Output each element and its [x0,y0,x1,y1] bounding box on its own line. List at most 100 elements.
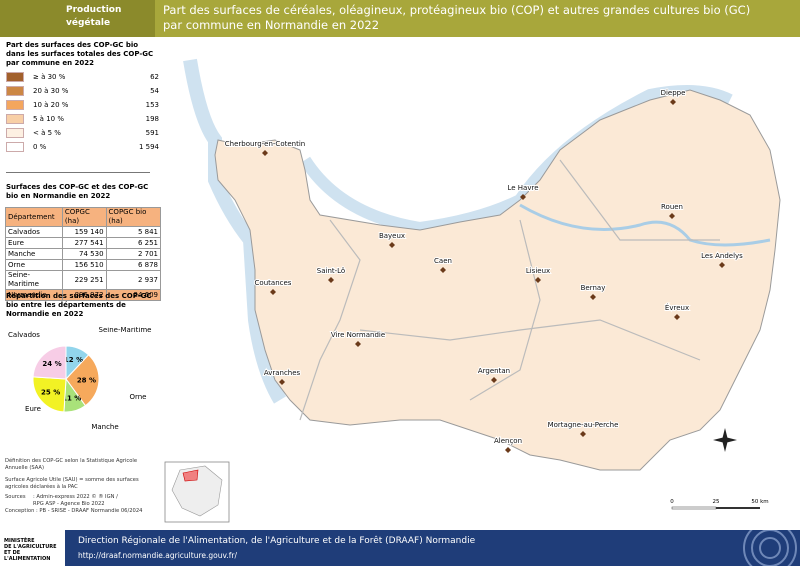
city-marker [520,194,526,200]
pie-chart: 12 % Seine-Maritime 28 % Orne 11 % Manche 25 %… [8,327,152,431]
pie-slice [32,345,67,380]
pie-slice [32,376,67,413]
table-cell: 5 841 [105,226,162,238]
city-label: Vire Normandie [331,331,385,339]
city-marker [389,242,395,248]
footer: Direction Régionale de l'Alimentation, d… [65,530,800,566]
department-border [299,159,720,421]
city-label: Les Andelys [701,252,743,260]
category-label: Calvados [8,331,40,339]
table-cell: Manche [5,248,63,260]
category-label: Seine-Maritime [99,327,152,334]
city-label: Alençon [494,437,522,445]
table-cell: Calvados [5,226,63,238]
city-marker [328,277,334,283]
legend-count: 198 [145,115,159,123]
table-row: Calvados 159 140 5 841 [5,226,162,238]
pie-slice [65,354,100,407]
legend-label: < à 5 % [33,129,61,137]
region [214,89,781,471]
legend-count: 1 594 [138,143,159,151]
legend-label: 20 à 30 % [33,87,69,95]
legend-item: ≥ à 30 % 62 [6,70,160,84]
legend-count: 153 [145,101,159,109]
legend-label: ≥ à 30 % [33,73,66,81]
title-line: Part des surfaces de céréales, oléagineu… [163,3,751,17]
column-header: COPGC bio (ha) [105,207,162,227]
legend-label: 10 à 20 % [33,101,69,109]
slice-label: 28 % [77,376,96,384]
city-marker [590,294,596,300]
table-row: Normandie 896 972 24 609 [5,289,162,301]
slice-label: 25 % [41,389,60,397]
legend-swatch [6,100,24,110]
table-cell: Orne [5,259,63,271]
city-marker [719,262,725,268]
legend-item: 0 % 1 594 [6,140,160,154]
city-label: Mortagne-au-Perche [548,421,619,429]
scale-label: 25 [713,499,720,505]
city-marker [505,447,511,453]
notes: Définition des COP-GC selon la Statistiq… [5,458,155,515]
logo-line: DE L'AGRICULTURE [4,544,57,550]
sources-lines: : Admin-express 2022 © ® IGN / RPG ASP - … [33,494,118,508]
legend: ≥ à 30 % 62 20 à 30 % 54 10 à 20 % 153 5 à 10 … [6,70,160,154]
scale-label: 50 km [751,499,768,505]
category-label: Eure [25,405,41,413]
slice-label: 24 % [42,360,61,368]
source-line: RPG ASP - Agence Bio 2022 [33,501,105,507]
table-cell: 2 701 [105,248,162,260]
legend-label: 0 % [33,143,47,151]
table: Département COPGC (ha) COPGC bio (ha) Calva… [5,207,162,301]
scale-label: 0 [670,499,674,505]
table-cell: 2 937 [105,270,162,290]
city-marker [262,150,268,156]
city-label: Bayeux [379,232,405,240]
category-label: Manche [91,423,118,431]
note: Surface Agricole Utile (SAU) = somme des… [5,477,139,490]
city-marker [669,213,675,219]
logo: MINISTÈRE DE L'AGRICULTURE ET DE L'ALIME… [0,530,65,566]
table-cell: 6 251 [105,237,162,249]
table-title: Surfaces des COP-GC et des COP-GC bio en… [6,183,149,200]
table-row: Manche 74 530 2 701 [5,248,162,260]
city-marker [279,379,285,385]
logo-line: ET DE L'ALIMENTATION [4,550,51,562]
table-row: Seine-Maritime 229 251 2 937 [5,270,162,290]
table-cell: 24 609 [105,289,162,301]
table-cell: 229 251 [61,270,107,290]
sea-shade [183,58,287,404]
table-cell: Normandie [5,289,63,301]
legend-item: 10 à 20 % 153 [6,98,160,112]
source-line: : Admin-express 2022 © ® IGN / [33,494,118,500]
scale-bar [671,506,760,510]
pie-title: Répartition des surfaces des COP-GC bio … [6,292,152,318]
inset-normandy [182,469,199,482]
separator [6,172,150,173]
column-header: Département [5,207,63,227]
city-marker [440,267,446,273]
legend-item: < à 5 % 591 [6,126,160,140]
city-label: Évreux [665,303,689,312]
city-marker [355,341,361,347]
city-marker [491,377,497,383]
logo-line: MINISTÈRE [4,538,35,544]
table-cell: Seine-Maritime [5,270,63,290]
legend-item: 20 à 30 % 54 [6,84,160,98]
legend-item: 5 à 10 % 198 [6,112,160,126]
city-marker [580,431,586,437]
sources: Sources : Admin-express 2022 © ® IGN / RP… [5,494,155,508]
city-label: Avranches [264,369,301,377]
table-cell: 159 140 [61,226,107,238]
river [519,203,771,247]
legend-count: 54 [150,87,159,95]
sources-label: Sources [5,494,26,500]
title-line: par commune en Normandie en 2022 [163,18,380,32]
slice-label: 11 % [62,395,81,403]
city-label: Rouen [661,203,683,211]
city-label: Lisieux [526,267,550,275]
city-label: Bernay [581,284,606,292]
column-header: COPGC (ha) [61,207,107,227]
table-cell: 74 530 [61,248,107,260]
